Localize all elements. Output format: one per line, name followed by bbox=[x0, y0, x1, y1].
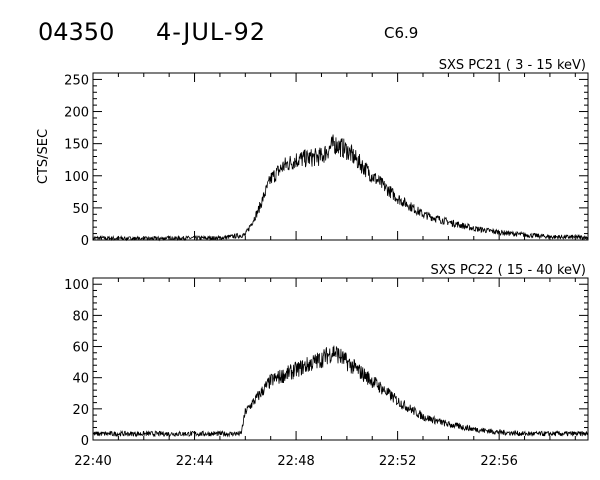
panel-2: 0 20 40 60 80 100 22:40 22:44 22:48 22:52 22:56 SXS… bbox=[64, 263, 589, 469]
y-axis-label: CTS/SEC bbox=[36, 129, 51, 184]
panel-title: SXS PC21 ( 3 - 15 keV) bbox=[439, 58, 586, 73]
y-tick-label: 100 bbox=[64, 170, 89, 185]
x-tick-label: 22:40 bbox=[74, 454, 111, 469]
y-tick-label: 200 bbox=[64, 106, 89, 121]
series-line-1 bbox=[92, 345, 589, 438]
y-tick-label: 100 bbox=[64, 278, 89, 293]
y-tick-label: 80 bbox=[72, 309, 89, 324]
y-tick-label: 20 bbox=[72, 403, 89, 418]
panel-title: SXS PC22 ( 15 - 40 keV) bbox=[430, 263, 586, 278]
y-tick-label: 250 bbox=[64, 73, 89, 88]
panel-1: 0 50 100 150 200 250 SXS PC21 ( 3 - 15 keV) CTS… bbox=[36, 58, 589, 249]
series-line-1 bbox=[92, 134, 589, 242]
x-tick-label: 22:52 bbox=[379, 454, 416, 469]
y-tick-label: 150 bbox=[64, 138, 89, 153]
event-date: 4-JUL-92 bbox=[156, 18, 266, 46]
x-tick-label: 22:44 bbox=[176, 454, 213, 469]
y-tick-label: 50 bbox=[72, 202, 89, 217]
x-tick-label: 22:56 bbox=[480, 454, 517, 469]
goes-class: C6.9 bbox=[384, 24, 418, 42]
y-tick-label: 40 bbox=[72, 372, 89, 387]
y-tick-label: 0 bbox=[81, 234, 89, 249]
y-tick-label: 60 bbox=[72, 341, 89, 356]
y-tick-label: 0 bbox=[81, 434, 89, 449]
event-id: 04350 bbox=[38, 18, 114, 46]
x-tick-label: 22:48 bbox=[277, 454, 314, 469]
